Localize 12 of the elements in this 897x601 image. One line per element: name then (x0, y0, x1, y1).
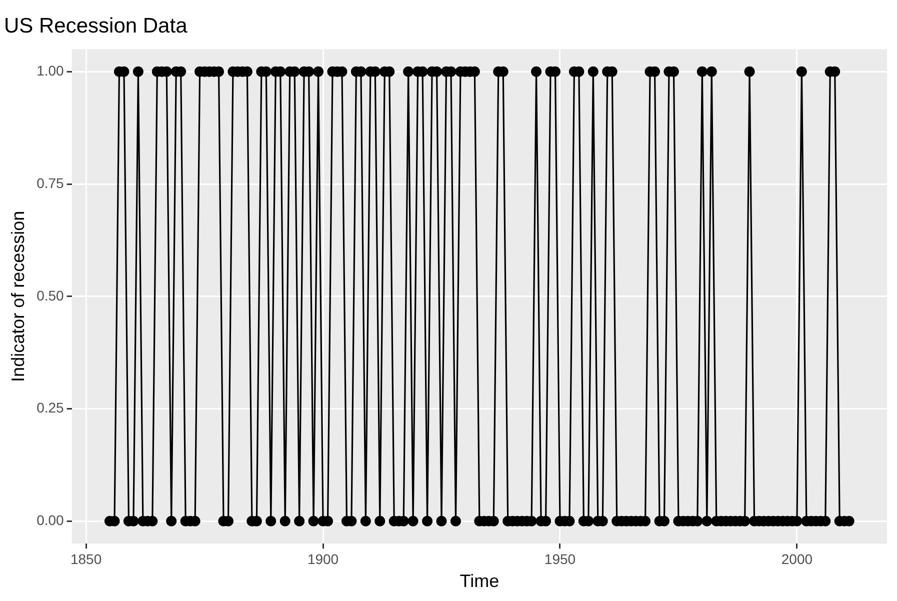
x-tick-label: 1900 (307, 550, 339, 567)
y-axis-title: Indicator of recession (8, 210, 28, 382)
x-axis-title: Time (460, 571, 500, 592)
x-tick-label: 1850 (70, 550, 102, 567)
y-tick-label: 0.25 (36, 400, 64, 416)
chart-title: US Recession Data (4, 14, 188, 38)
x-tick-label: 1950 (544, 550, 576, 567)
x-tick-label: 2000 (781, 550, 813, 567)
y-tick-label: 0.00 (36, 512, 64, 528)
y-tick-label: 1.00 (36, 62, 64, 79)
y-tick-label: 0.75 (36, 174, 64, 191)
y-tick-label: 0.50 (36, 287, 64, 304)
